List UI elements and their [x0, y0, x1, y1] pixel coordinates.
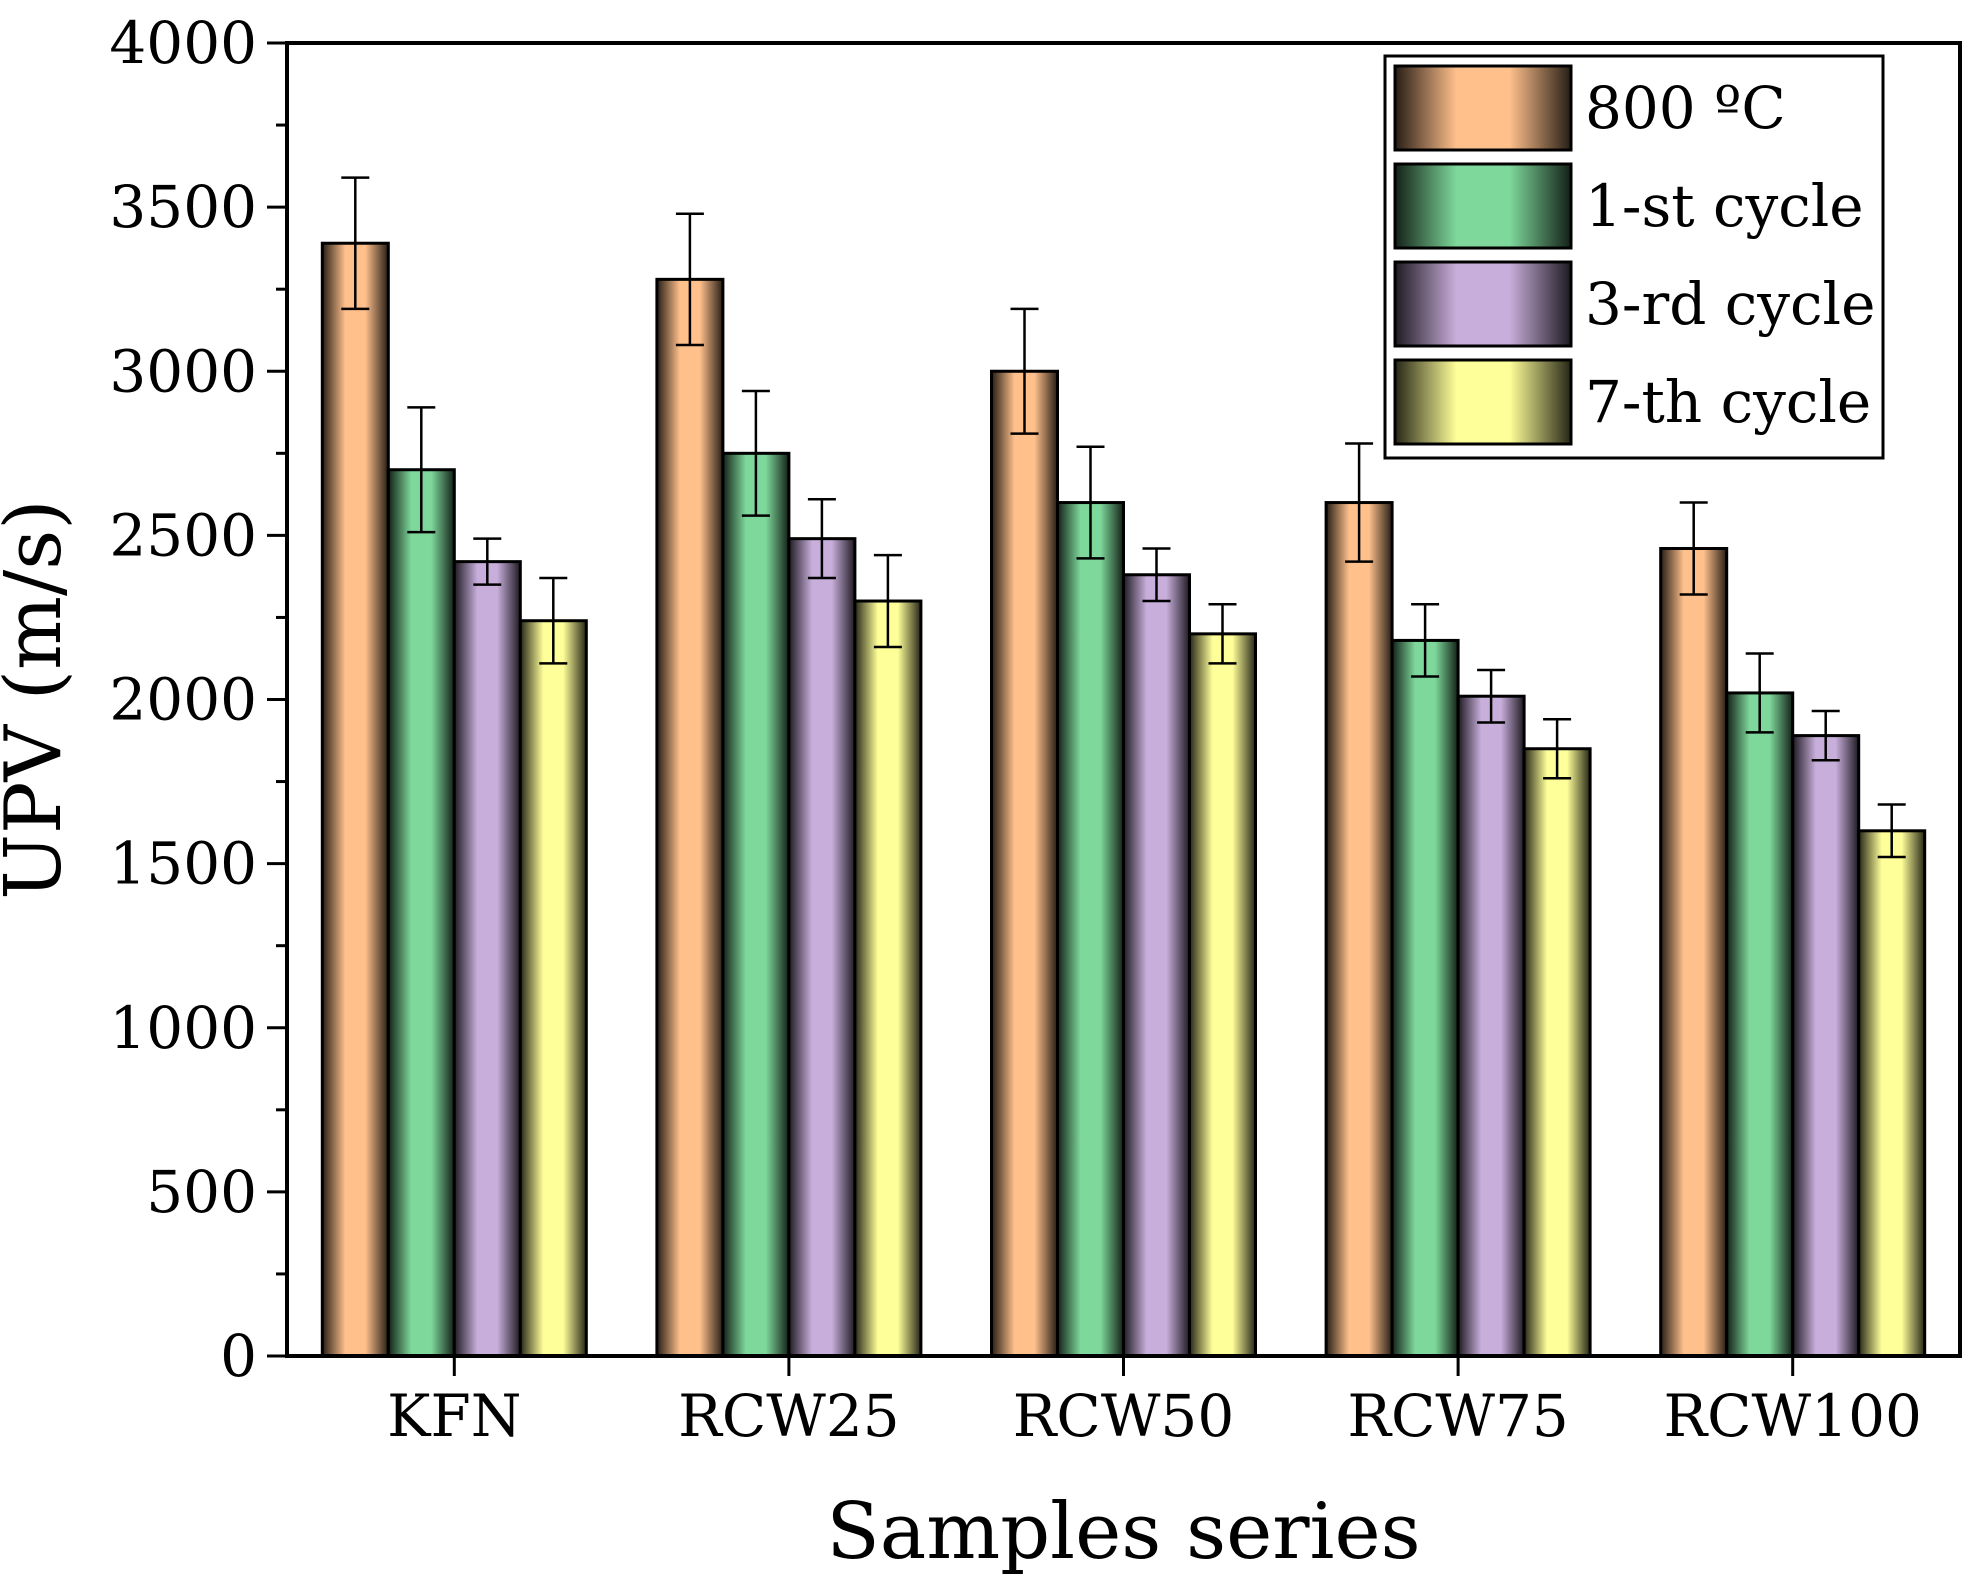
error-bar-rcw75-series-4 — [1543, 717, 1572, 780]
bar-rcw100-series-4 — [1857, 829, 1927, 1358]
y-tick-label: 2000 — [109, 666, 257, 734]
x-axis-title: Samples series — [826, 1487, 1420, 1577]
error-bar-rcw75-series-2 — [1411, 603, 1440, 678]
x-tick-label-rcw50: RCW50 — [1013, 1382, 1234, 1450]
bar-rcw50-series-4 — [1188, 632, 1257, 1358]
bar-rcw100-series-3 — [1791, 734, 1861, 1358]
x-axis: KFN RCW25 RCW50 RCW75 RCW100 — [387, 1356, 1922, 1450]
y-tick-label: 0 — [220, 1322, 257, 1390]
bar-rcw100-series-1 — [1659, 547, 1729, 1358]
bar-rcw50-series-2 — [1056, 501, 1125, 1358]
bars-layer — [320, 241, 1927, 1358]
error-bar-rcw25-series-3 — [807, 498, 836, 580]
legend-swatch-1 — [1393, 64, 1573, 152]
y-tick-label: 4000 — [109, 9, 257, 77]
error-bar-rcw50-series-4 — [1208, 603, 1237, 665]
legend-swatch-2 — [1393, 162, 1573, 250]
bar-rcw50-series-1 — [990, 369, 1059, 1358]
y-tick-label: 500 — [146, 1158, 257, 1226]
error-bar-kfn-series-4 — [539, 576, 568, 665]
error-bar-rcw75-series-3 — [1477, 668, 1506, 724]
error-bar-rcw75-series-1 — [1345, 442, 1374, 563]
legend-label-1: 800 ºC — [1585, 74, 1786, 142]
bar-rcw75-series-3 — [1456, 694, 1526, 1358]
bar-kfn-series-4 — [518, 619, 588, 1358]
x-tick-label-rcw100: RCW100 — [1664, 1382, 1922, 1450]
bar-kfn-series-3 — [452, 560, 522, 1358]
bar-rcw75-series-4 — [1522, 747, 1592, 1358]
error-bar-rcw100-series-2 — [1745, 652, 1774, 734]
bar-rcw25-series-2 — [721, 451, 791, 1358]
y-tick-label: 3000 — [109, 337, 257, 405]
error-bar-rcw100-series-4 — [1877, 803, 1906, 859]
x-tick-label-kfn: KFN — [387, 1382, 521, 1450]
error-bar-rcw25-series-1 — [675, 212, 704, 347]
y-tick-label: 1500 — [109, 830, 257, 898]
bar-rcw75-series-1 — [1324, 501, 1394, 1358]
error-bar-kfn-series-1 — [341, 176, 370, 311]
legend-label-2: 1-st cycle — [1585, 172, 1864, 240]
bar-rcw75-series-2 — [1390, 638, 1460, 1358]
error-bar-rcw50-series-1 — [1010, 307, 1039, 435]
error-bar-rcw100-series-3 — [1811, 709, 1840, 762]
x-tick-label-rcw25: RCW25 — [678, 1382, 899, 1450]
bar-rcw25-series-3 — [787, 537, 857, 1358]
bar-rcw50-series-3 — [1122, 573, 1191, 1358]
error-bar-rcw50-series-2 — [1076, 445, 1105, 560]
y-tick-label: 3500 — [109, 173, 257, 241]
error-bar-rcw100-series-1 — [1679, 501, 1708, 596]
y-axis-title: UPV (m/s) — [0, 499, 79, 899]
x-tick-label-rcw75: RCW75 — [1347, 1382, 1568, 1450]
error-bar-kfn-series-2 — [407, 406, 436, 534]
bar-rcw25-series-4 — [853, 599, 923, 1358]
bar-rcw25-series-1 — [655, 277, 725, 1358]
legend-swatch-3 — [1393, 260, 1573, 348]
error-bar-rcw25-series-2 — [741, 389, 770, 517]
bar-rcw100-series-2 — [1725, 691, 1795, 1358]
error-bar-kfn-series-3 — [473, 537, 502, 586]
y-axis: 0 500 1000 1500 2000 2500 3000 3500 4000 — [109, 9, 287, 1390]
y-tick-label: 2500 — [109, 501, 257, 569]
bar-kfn-series-2 — [386, 468, 456, 1358]
legend-swatch-4 — [1393, 358, 1573, 446]
y-tick-label: 1000 — [109, 994, 257, 1062]
legend-label-3: 3-rd cycle — [1585, 270, 1875, 338]
error-bar-rcw50-series-3 — [1142, 547, 1171, 603]
bar-kfn-series-1 — [320, 241, 390, 1358]
error-bar-rcw25-series-4 — [873, 553, 902, 649]
legend-label-4: 7-th cycle — [1585, 368, 1871, 436]
legend: 800 ºC 1-st cycle 3-rd cycle 7-th cycle — [1383, 54, 1885, 460]
error-bars-layer — [341, 176, 1906, 859]
